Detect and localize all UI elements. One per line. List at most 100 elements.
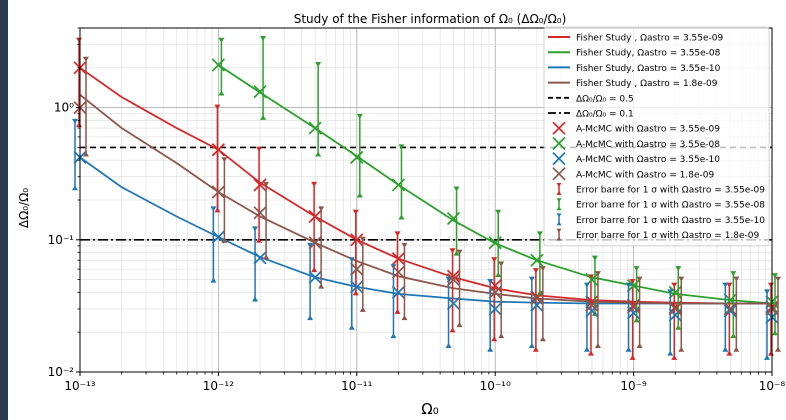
- legend-errorbar-cap: [556, 183, 562, 187]
- error-cap-upper: [318, 206, 325, 212]
- error-bar: [583, 282, 590, 352]
- error-cap-lower: [76, 122, 82, 128]
- mcmc-point: [723, 304, 737, 318]
- error-cap-upper: [210, 206, 217, 212]
- mcmc-point: [253, 178, 267, 192]
- mcmc-point: [668, 308, 682, 322]
- x-tick-label: 10⁻¹²: [203, 379, 234, 393]
- error-bar: [528, 276, 535, 349]
- error-bar: [671, 282, 678, 360]
- legend-errorbar-cap: [556, 228, 562, 233]
- mcmc-point: [211, 143, 226, 157]
- x-tick-label: 10⁻¹¹: [341, 379, 372, 393]
- error-cap-lower: [315, 151, 322, 157]
- error-cap-lower: [730, 333, 737, 339]
- error-bar: [221, 157, 228, 243]
- error-cap-lower: [348, 324, 355, 330]
- legend-errorbar-cap: [556, 191, 562, 195]
- error-cap-upper: [449, 248, 456, 254]
- error-cap-lower: [252, 296, 259, 302]
- mcmc-point: [211, 230, 226, 244]
- mcmc-point: [211, 58, 226, 72]
- error-cap-lower: [307, 315, 314, 321]
- mcmc-point: [488, 302, 502, 316]
- mcmc-point: [253, 206, 267, 220]
- error-cap-upper: [252, 226, 259, 232]
- error-cap-lower: [678, 346, 685, 352]
- error-cap-upper: [83, 56, 89, 62]
- error-cap-upper: [671, 282, 678, 288]
- legend-entry: Fisher Study, Ωastro = 3.55e-08: [548, 49, 721, 59]
- error-cap-lower: [775, 346, 781, 352]
- legend-entry: ΔΩ₀/Ω₀ = 0.5: [548, 94, 634, 104]
- error-cap-upper: [214, 104, 221, 110]
- mcmc-point: [350, 233, 364, 247]
- legend-entry: A-McMC with Ωastro = 3.55e-08: [552, 136, 720, 151]
- error-bar: [263, 181, 270, 260]
- legend-errorbar-cap: [556, 198, 562, 203]
- figure: Study of the Fisher information of Ω₀ (Δ…: [8, 0, 786, 420]
- mcmc-point: [446, 211, 461, 226]
- error-cap-lower: [491, 336, 498, 342]
- error-bar: [311, 181, 318, 273]
- legend-entry: Error barre for 1 σ with Ωastro = 3.55e-…: [556, 213, 765, 226]
- mcmc-point: [211, 185, 226, 199]
- error-cap-lower: [352, 290, 359, 296]
- mcmc-point: [488, 236, 502, 250]
- mcmc-point: [446, 296, 461, 311]
- error-cap-lower: [256, 237, 263, 243]
- legend-label: Error barre for 1 σ with Ωastro = 3.55e-…: [576, 186, 765, 196]
- legend-label: Fisher Study , Ωastro = 3.55e-09: [576, 34, 724, 44]
- legend-entry: Error barre for 1 σ with Ωastro = 1.8e-0…: [556, 228, 760, 241]
- legend-marker-swatch: [552, 151, 566, 166]
- error-cap-lower: [671, 354, 678, 360]
- error-cap-upper: [768, 282, 774, 288]
- error-cap-upper: [221, 157, 228, 163]
- error-cap-lower: [583, 346, 590, 352]
- error-bar: [456, 249, 463, 328]
- error-cap-upper: [307, 242, 314, 248]
- error-cap-upper: [667, 289, 674, 295]
- legend-entry: Fisher Study , Ωastro = 1.8e-09: [548, 79, 718, 89]
- error-cap-lower: [83, 151, 89, 157]
- mcmc-point: [350, 150, 364, 165]
- error-bar: [495, 209, 502, 278]
- error-bar: [487, 278, 494, 352]
- y-tick-label: 10⁰: [54, 101, 74, 115]
- error-cap-lower: [453, 250, 460, 256]
- legend-marker-swatch: [552, 121, 566, 135]
- mcmc-point: [308, 209, 322, 224]
- error-bar: [260, 36, 267, 120]
- error-cap-upper: [532, 268, 539, 274]
- error-cap-upper: [726, 282, 733, 288]
- error-cap-lower: [594, 343, 601, 349]
- mcmc-point: [391, 178, 406, 192]
- error-cap-upper: [356, 113, 363, 119]
- error-cap-upper: [722, 282, 729, 288]
- mcmc-point: [253, 251, 267, 265]
- error-cap-upper: [587, 274, 594, 280]
- error-cap-lower: [528, 343, 535, 349]
- error-cap-lower: [539, 336, 546, 342]
- error-bar: [352, 209, 359, 296]
- error-bar: [449, 248, 456, 333]
- legend-entry: Fisher Study, Ωastro = 3.55e-10: [548, 64, 721, 74]
- legend-entry: A-McMC with Ωastro = 3.55e-10: [552, 151, 720, 166]
- legend-box: [543, 26, 770, 247]
- legend-label: A-McMC with Ωastro = 3.55e-09: [576, 125, 720, 135]
- error-cap-upper: [260, 36, 267, 42]
- error-cap-upper: [72, 118, 78, 124]
- error-cap-lower: [629, 354, 636, 360]
- error-cap-upper: [311, 181, 318, 187]
- error-bar: [445, 276, 452, 349]
- mcmc-point: [530, 253, 544, 267]
- error-cap-lower: [675, 324, 682, 330]
- error-cap-upper: [394, 231, 401, 237]
- error-cap-upper: [775, 276, 781, 282]
- legend-marker-swatch: [552, 167, 566, 181]
- error-cap-lower: [356, 192, 363, 198]
- error-bar: [401, 242, 408, 321]
- error-cap-upper: [398, 144, 405, 150]
- mcmc-point: [585, 298, 599, 312]
- legend: Fisher Study , Ωastro = 3.55e-09 Fisher S…: [543, 26, 770, 247]
